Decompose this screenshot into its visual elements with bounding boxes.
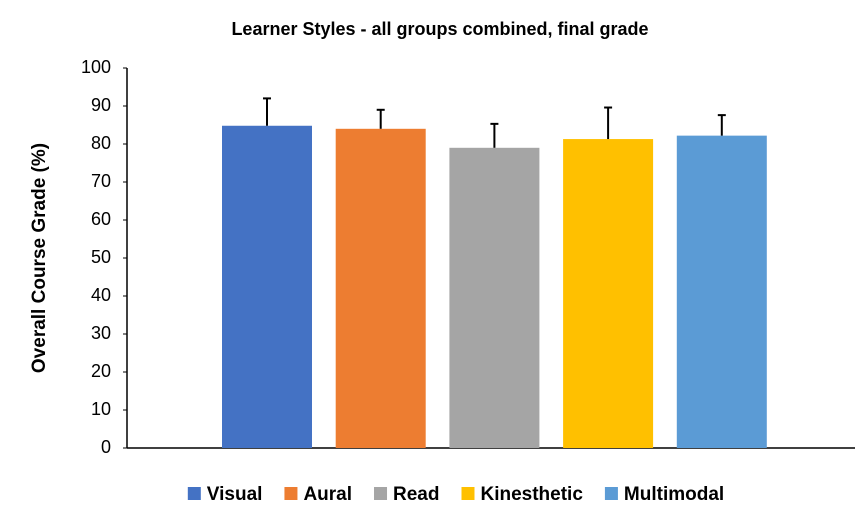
y-tick-label: 80: [91, 133, 111, 153]
legend-label: Visual: [207, 484, 263, 505]
y-tick-label: 0: [101, 437, 111, 457]
legend-swatch: [187, 487, 201, 500]
legend-label: Kinesthetic: [480, 484, 583, 505]
y-tick-label: 60: [91, 209, 111, 229]
y-tick-label: 30: [91, 323, 111, 343]
legend-label: Read: [393, 484, 439, 505]
legend-swatch: [284, 487, 298, 500]
y-tick-label: 50: [91, 247, 111, 267]
bar: [222, 125, 312, 448]
y-axis-label: Overall Course Grade (%): [29, 143, 50, 373]
y-tick-label: 40: [91, 285, 111, 305]
legend-swatch: [461, 487, 475, 500]
bar: [449, 147, 540, 449]
bar: [563, 139, 654, 448]
legend-swatch: [374, 487, 388, 500]
y-tick-label: 100: [81, 57, 111, 77]
y-tick-label: 20: [91, 361, 111, 381]
bar: [676, 135, 767, 448]
y-tick-label: 70: [91, 171, 111, 191]
bar: [335, 128, 426, 449]
legend-label: Multimodal: [624, 484, 724, 505]
chart-title: Learner Styles - all groups combined, fi…: [231, 19, 648, 39]
legend-label: Aural: [303, 484, 352, 505]
y-tick-label: 10: [91, 399, 111, 419]
y-tick-label: 90: [91, 95, 111, 115]
legend-swatch: [604, 487, 618, 500]
